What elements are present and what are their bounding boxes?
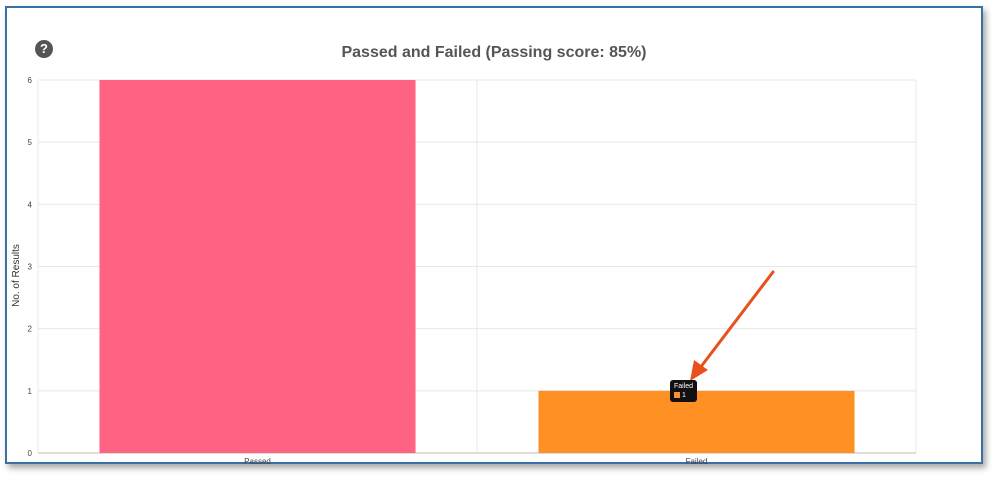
bar-failed	[538, 390, 855, 453]
y-tick-label: 3	[28, 263, 33, 272]
bar-passed	[99, 80, 416, 453]
x-tick-label: Passed	[244, 457, 271, 466]
tooltip-label: Failed	[674, 383, 694, 390]
annotation-arrow-head	[690, 360, 708, 381]
y-tick-label: 4	[28, 200, 33, 209]
y-tick-label: 0	[28, 449, 33, 458]
y-tick-label: 1	[28, 387, 33, 396]
y-tick-label: 2	[28, 325, 33, 334]
annotation-arrow-shaft	[698, 270, 775, 370]
chart-title: Passed and Failed (Passing score: 85%)	[341, 44, 647, 61]
y-tick-label: 5	[28, 138, 33, 147]
tooltip-swatch	[674, 392, 680, 399]
help-icon[interactable]: ?	[35, 40, 53, 58]
bar-tooltip: Failed 1	[670, 380, 698, 402]
x-tick-label: Failed	[686, 457, 708, 466]
y-tick-label: 6	[28, 76, 33, 85]
tooltip-value: 1	[682, 392, 686, 399]
tooltip-value-row: 1	[674, 391, 693, 400]
